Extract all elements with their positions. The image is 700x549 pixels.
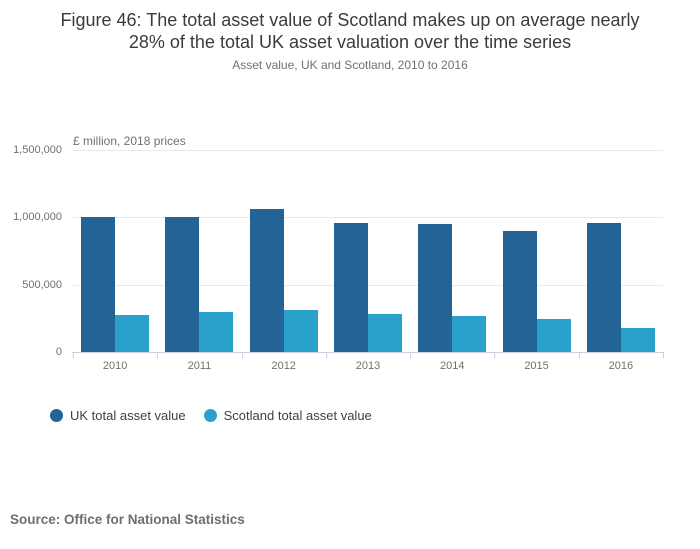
bar-scotland-2010 [115,314,150,352]
x-axis-tick [410,352,412,358]
source-text: Source: Office for National Statistics [10,512,245,527]
x-tick-label-2016: 2016 [608,360,634,372]
bar-uk-2013 [334,222,368,352]
x-axis-tick [325,352,327,358]
legend: UK total asset value Scotland total asse… [50,408,372,423]
bar-scotland-2015 [536,319,571,352]
gridline-500,000 [73,284,663,286]
x-tick-label-2011: 2011 [187,360,212,372]
x-axis-tick [663,352,664,358]
x-tick-label-2014: 2014 [440,360,465,372]
bar-uk-2010 [81,216,116,352]
gridline-1,000,000 [73,217,663,219]
legend-label-uk: UK total asset value [70,408,186,423]
y-tick-label: 1,000,000 [13,211,62,224]
bar-scotland-2013 [368,314,402,352]
chart-subtitle: Asset value, UK and Scotland, 2010 to 20… [232,58,468,72]
bar-scotland-2014 [452,315,487,352]
chart-title: Figure 46: The total asset value of Scot… [60,10,640,53]
legend-dot-uk-icon [50,409,63,422]
y-axis-unit-label: £ million, 2018 prices [73,134,186,148]
bar-scotland-2012 [283,310,318,352]
y-tick-label: 1,500,000 [13,144,62,156]
legend-item-scotland: Scotland total asset value [203,408,372,423]
x-axis-tick [157,352,159,358]
bar-uk-2016 [586,223,621,352]
bar-scotland-2011 [199,312,234,352]
x-tick-label-2010: 2010 [102,360,128,372]
x-tick-label-2015: 2015 [524,360,549,372]
y-tick-label: 0 [55,346,62,358]
legend-dot-scotland-icon [203,409,217,422]
bar-uk-2012 [249,209,284,352]
x-axis-tick [73,352,74,358]
bar-uk-2015 [502,231,537,352]
bar-scotland-2016 [620,327,655,352]
bar-uk-2011 [165,216,200,352]
x-axis-tick [241,352,243,358]
legend-label-scotland: Scotland total asset value [223,408,372,423]
legend-item-uk: UK total asset value [50,408,186,423]
x-tick-label-2012: 2012 [271,360,296,372]
x-tick-label-2013: 2013 [355,360,381,372]
y-tick-label: 500,000 [22,278,62,291]
x-axis-line [72,352,664,353]
gridline-1,500,000 [73,150,663,151]
bar-uk-2014 [418,224,453,352]
x-axis-tick [578,352,580,358]
x-axis-tick [494,352,496,358]
